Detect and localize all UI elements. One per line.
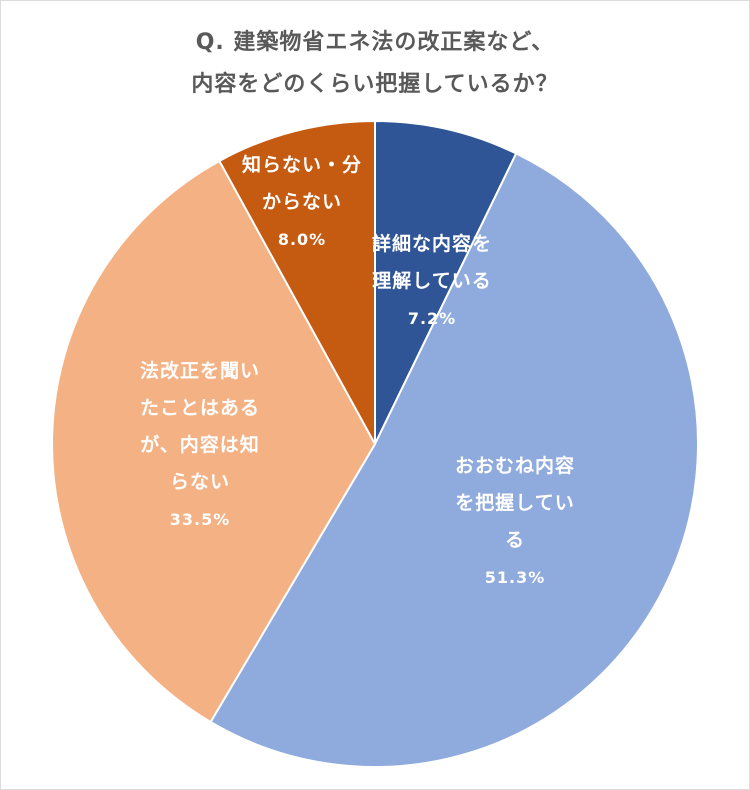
label-unknown-line-2: からない bbox=[261, 191, 342, 213]
pie-slice-1 bbox=[374, 119, 518, 445]
chart-title-line-1: Q. 建築物省エネ法の改正案など、 bbox=[195, 30, 555, 55]
label-mostly: おおむね内容 を把握してい る 51.3% bbox=[435, 448, 595, 596]
label-heard-pct: 33.5% bbox=[169, 510, 231, 529]
label-detail: 詳細な内容を 理解している 7.2% bbox=[352, 226, 512, 337]
pie-slice-4 bbox=[218, 119, 376, 445]
label-mostly-line-3: る bbox=[504, 529, 525, 551]
label-mostly-pct: 51.3% bbox=[484, 568, 546, 587]
label-heard-line-2: たことはある bbox=[139, 397, 260, 419]
label-heard-line-4: らない bbox=[169, 471, 230, 493]
label-mostly-line-1: おおむね内容 bbox=[454, 455, 575, 477]
label-heard: 法改正を聞い たことはある が、内容は知 らない 33.5% bbox=[120, 353, 280, 538]
label-detail-pct: 7.2% bbox=[407, 309, 457, 328]
pie-slice-2 bbox=[209, 152, 699, 768]
label-mostly-line-2: を把握してい bbox=[455, 492, 575, 514]
pie-slice-3 bbox=[51, 159, 377, 724]
label-heard-line-1: 法改正を聞い bbox=[139, 360, 260, 382]
label-detail-line-1: 詳細な内容を bbox=[371, 233, 492, 255]
chart-title-line-2: 内容をどのくらい把握しているか？ bbox=[191, 72, 559, 97]
pie-slices bbox=[51, 119, 699, 768]
label-unknown: 知らない・分 からない 8.0% bbox=[222, 147, 382, 258]
label-unknown-pct: 8.0% bbox=[277, 230, 327, 249]
label-detail-line-2: 理解している bbox=[372, 270, 492, 292]
label-unknown-line-1: 知らない・分 bbox=[241, 154, 362, 176]
label-heard-line-3: が、内容は知 bbox=[140, 434, 260, 456]
